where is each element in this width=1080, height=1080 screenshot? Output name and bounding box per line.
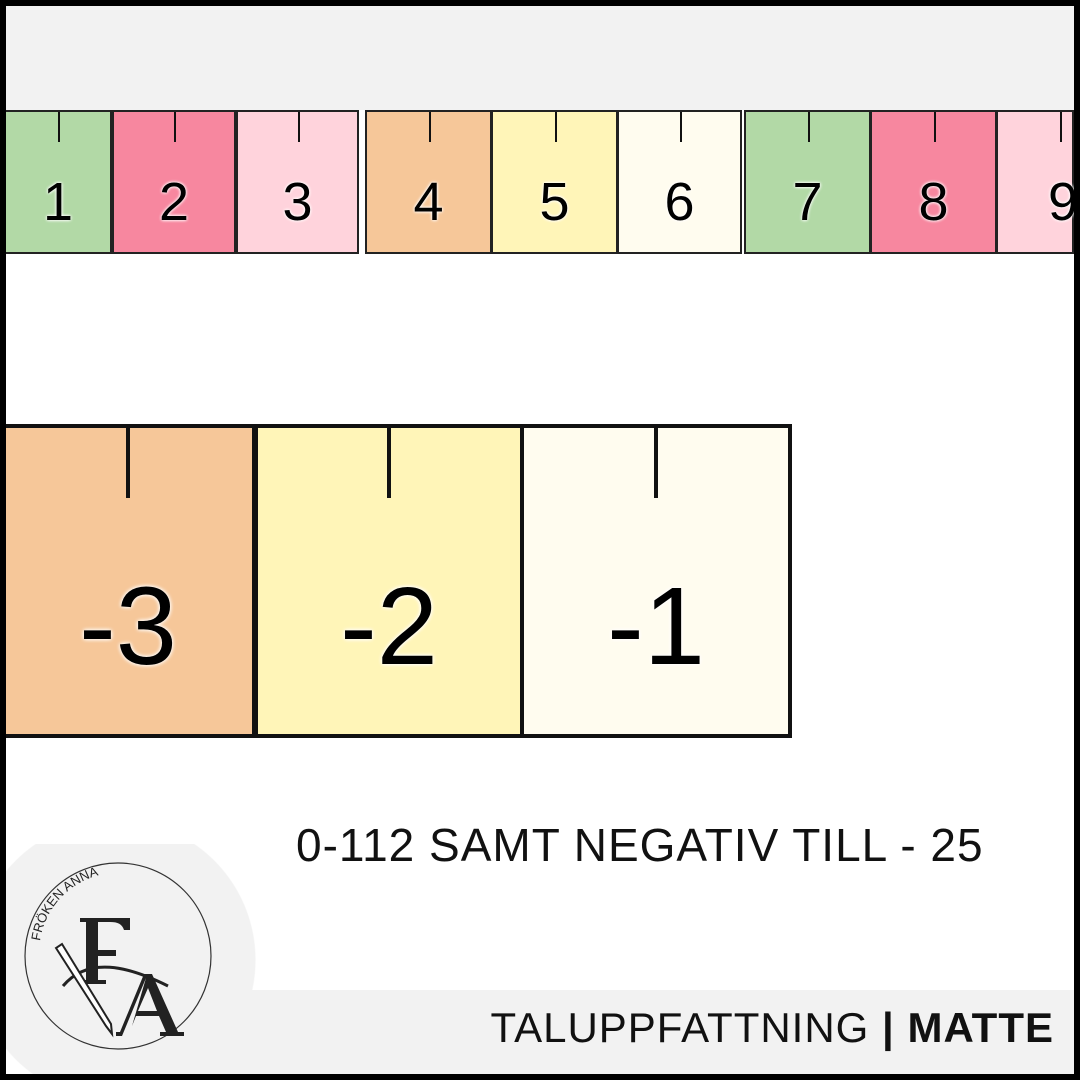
number-label: -2 — [340, 564, 438, 688]
footer-title: TALUPPFATTNING | MATTE — [491, 1004, 1054, 1052]
negative-cell-3: -3 — [6, 424, 256, 738]
negative-cell-1: -1 — [520, 424, 792, 738]
number-label: 4 — [413, 172, 444, 232]
number-label: 7 — [792, 172, 823, 232]
froken-anna-logo: FRÖKEN ANNA — [24, 862, 212, 1050]
number-label: 1 — [42, 172, 74, 232]
subtitle: 0-112 SAMT NEGATIV TILL - 25 — [296, 819, 984, 871]
number-cell-9: 9 — [996, 110, 1074, 254]
number-label: -3 — [79, 564, 177, 688]
top-band — [6, 6, 1074, 110]
number-label: -1 — [607, 564, 705, 688]
number-label: 9 — [1048, 172, 1074, 232]
number-cell-7: 7 — [744, 110, 871, 254]
product-image: 1 2 3 4 5 6 7 8 9 -3 -2 -1 0-112 SAMT NE… — [6, 6, 1074, 1074]
bottom-band — [156, 990, 1074, 1074]
footer-topic: TALUPPFATTNING — [490, 1004, 870, 1051]
number-cell-4: 4 — [365, 110, 492, 254]
number-label: 5 — [539, 172, 570, 232]
number-cell-2: 2 — [112, 110, 236, 254]
number-cell-8: 8 — [870, 110, 997, 254]
number-cell-6: 6 — [617, 110, 742, 254]
footer-separator: | — [882, 1004, 895, 1051]
number-label: 2 — [158, 172, 190, 232]
number-cell-5: 5 — [491, 110, 618, 254]
number-label: 3 — [282, 172, 313, 232]
number-cell-3: 3 — [236, 110, 359, 254]
number-cell-1: 1 — [6, 110, 112, 254]
number-label: 6 — [664, 172, 695, 232]
number-label: 8 — [918, 172, 949, 232]
footer-subject: MATTE — [907, 1004, 1054, 1051]
logo-background — [6, 844, 256, 1074]
negative-cell-2: -2 — [254, 424, 524, 738]
